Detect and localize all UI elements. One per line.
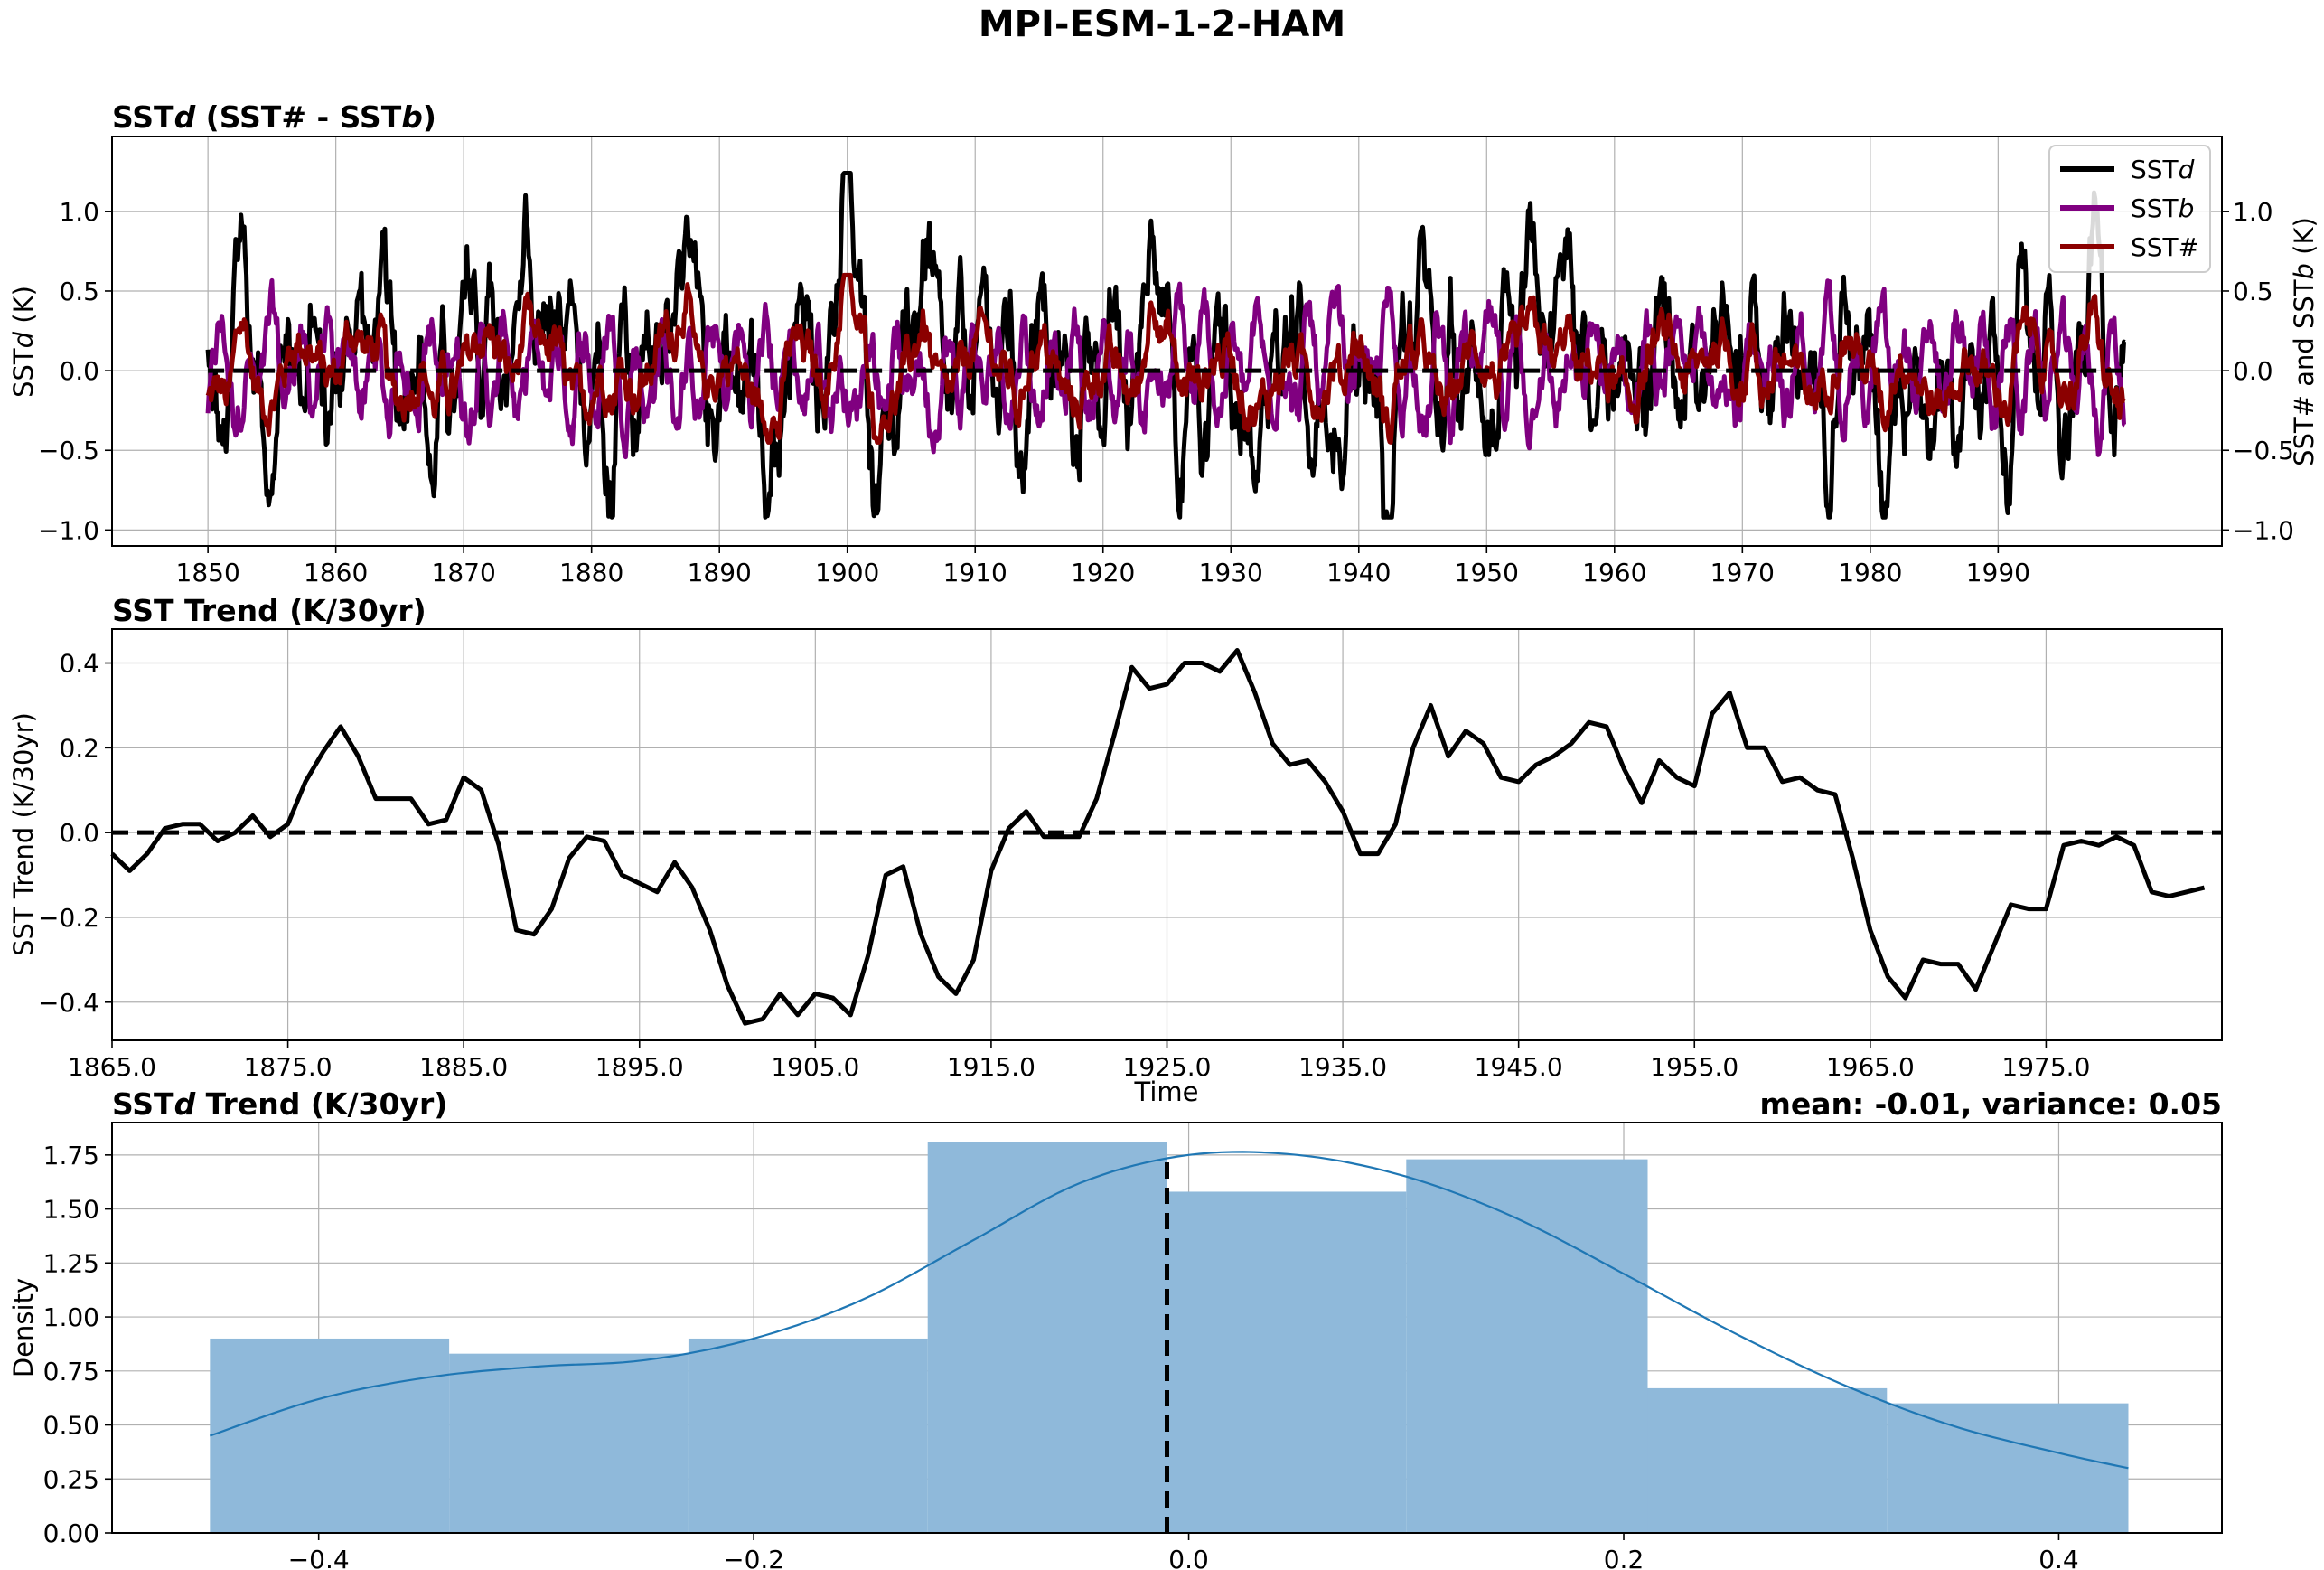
panel3-ytick-label: 1.50 — [43, 1195, 99, 1225]
panel2-ytick-label: −0.2 — [38, 903, 99, 933]
panel3-y-axis: 0.00 0.25 0.50 0.75 1.00 1.25 1.50 1.75 — [43, 1141, 112, 1548]
histogram-bar — [1167, 1191, 1407, 1533]
panel2-y-axis: −0.4 −0.2 0.0 0.2 0.4 — [38, 649, 112, 1018]
panel3-xtick-label: 0.4 — [2038, 1545, 2079, 1570]
panel3-xtick-label: 0.2 — [1604, 1545, 1645, 1570]
panel-sst-trend: SST Trend (K/30yr) 1865.0 1875.0 1885.0 189… — [8, 593, 2223, 1107]
histogram-bar — [210, 1338, 450, 1533]
panel3-title: SSTd Trend (K/30yr) — [112, 1086, 447, 1122]
panel1-xtick-label: 1950 — [1455, 558, 1519, 588]
panel1-x-axis: 1850 1860 1870 1880 1890 1900 1910 1920 1930 1940… — [176, 546, 2030, 588]
series-line-sst-hash — [205, 272, 2126, 445]
panel1-ytick-right-label: −0.5 — [2233, 436, 2294, 465]
panel3-xtick-label: −0.4 — [288, 1545, 350, 1570]
panel1-y-axis: −1.0 −0.5 0.0 0.5 1.0 — [38, 197, 112, 545]
panel3-xtick-label: 0.0 — [1168, 1545, 1209, 1570]
panel1-xtick-label: 1970 — [1710, 558, 1775, 588]
kde-curve — [209, 1151, 2129, 1470]
panel3-plot-area — [209, 1142, 2129, 1533]
panel1-ylabel-right: SST# and SSTb (K) — [2289, 217, 2319, 466]
series-line-sst-trend — [110, 648, 2206, 1026]
panel1-ytick-label: 0.5 — [59, 277, 99, 306]
panel2-xtick-label: 1905.0 — [771, 1052, 859, 1082]
panel2-xtick-label: 1885.0 — [419, 1052, 508, 1082]
panel1-ylabel: SSTd (K) — [8, 286, 39, 398]
panel3-ytick-label: 0.50 — [43, 1411, 99, 1441]
histogram-bar — [1887, 1403, 2129, 1533]
histogram-bar — [449, 1353, 689, 1533]
panel3-ytick-label: 1.75 — [43, 1141, 99, 1170]
panel1-ytick-right-label: 1.0 — [2233, 197, 2273, 227]
histogram-bar — [1647, 1387, 1888, 1533]
panel3-ytick-label: 1.25 — [43, 1248, 99, 1278]
panel1-xtick-label: 1850 — [176, 558, 240, 588]
panel1-xtick-label: 1930 — [1199, 558, 1263, 588]
panel3-xtick-label: −0.2 — [723, 1545, 784, 1570]
panel2-xtick-label: 1965.0 — [1826, 1052, 1915, 1082]
panel3-x-axis: −0.4 −0.2 0.0 0.2 0.4 — [288, 1533, 2079, 1570]
panel2-xtick-label: 1975.0 — [2001, 1052, 2090, 1082]
panel3-stats: mean: -0.01, variance: 0.05 — [1759, 1086, 2222, 1122]
panel1-xtick-label: 1980 — [1838, 558, 1902, 588]
panel2-ytick-label: 0.2 — [59, 733, 99, 763]
panel1-title: SSTd (SST# - SSTb) — [112, 99, 436, 135]
panel1-xtick-label: 1910 — [943, 558, 1007, 588]
panel2-ytick-label: −0.4 — [38, 988, 99, 1018]
panel1-xtick-label: 1960 — [1582, 558, 1646, 588]
legend-label-sstb: SSTb — [2131, 193, 2194, 223]
panel1-ytick-label: −1.0 — [38, 515, 99, 545]
panel1-xtick-label: 1900 — [815, 558, 879, 588]
panel2-xtick-label: 1915.0 — [947, 1052, 1035, 1082]
panel2-ytick-label: 0.0 — [59, 818, 99, 848]
legend-label-sstd: SSTd — [2131, 155, 2195, 184]
panel2-ylabel: SST Trend (K/30yr) — [8, 712, 39, 956]
panel2-xtick-label: 1955.0 — [1650, 1052, 1738, 1082]
panel1-ytick-label: 1.0 — [59, 197, 99, 227]
histogram-bar — [1406, 1159, 1648, 1533]
panel1-y-axis-right: −1.0 −0.5 0.0 0.5 1.0 — [2222, 197, 2294, 545]
panel2-title: SST Trend (K/30yr) — [112, 593, 426, 628]
panel-sstd-trend-histogram: SSTd Trend (K/30yr) mean: -0.01, varianc… — [8, 1086, 2223, 1570]
panel1-ytick-right-label: 0.0 — [2233, 356, 2273, 386]
legend-box — [2048, 145, 2211, 273]
histogram-bar — [927, 1142, 1167, 1533]
panel1-xtick-label: 1870 — [432, 558, 496, 588]
panel1-ytick-label: −0.5 — [38, 436, 99, 465]
panel3-ylabel: Density — [8, 1278, 39, 1377]
panel2-xtick-label: 1945.0 — [1475, 1052, 1563, 1082]
panel2-x-axis: 1865.0 1875.0 1885.0 1895.0 1905.0 1915.0 1925… — [68, 1040, 2090, 1082]
histogram-bar — [688, 1338, 928, 1533]
panel2-xtick-label: 1895.0 — [595, 1052, 684, 1082]
panel1-plot-area — [205, 171, 2126, 520]
panel1-ytick-right-label: −1.0 — [2233, 515, 2294, 545]
panel1-xtick-label: 1940 — [1326, 558, 1391, 588]
panel1-ytick-label: 0.0 — [59, 356, 99, 386]
panel3-frame — [111, 1122, 2223, 1534]
figure-title: MPI-ESM-1-2-HAM — [978, 4, 1346, 45]
panel2-xtick-label: 1925.0 — [1123, 1052, 1212, 1082]
panel1-legend: SSTd SSTb SST# — [2048, 145, 2211, 273]
panel-sstd-timeseries: SSTd (SST# - SSTb) 1850 1860 1870 1880 1890 1… — [8, 99, 2319, 588]
panel1-xtick-label: 1860 — [304, 558, 368, 588]
panel2-xlabel: Time — [1134, 1076, 1199, 1107]
panel2-ytick-label: 0.4 — [59, 649, 99, 679]
panel2-xtick-label: 1935.0 — [1298, 1052, 1387, 1082]
panel3-ytick-label: 0.00 — [43, 1518, 99, 1548]
panel2-plot-area — [110, 648, 2222, 1026]
panel1-xtick-label: 1890 — [688, 558, 752, 588]
panel1-xtick-label: 1990 — [1966, 558, 2030, 588]
panel1-xtick-label: 1880 — [559, 558, 623, 588]
panel1-frame — [111, 136, 2223, 547]
legend-label-sst-hash: SST# — [2131, 232, 2199, 262]
panel3-ytick-label: 0.25 — [43, 1464, 99, 1494]
panel3-ytick-label: 0.75 — [43, 1357, 99, 1387]
panel1-xtick-label: 1920 — [1071, 558, 1135, 588]
panel2-xtick-label: 1865.0 — [68, 1052, 156, 1082]
panel3-ytick-label: 1.00 — [43, 1302, 99, 1332]
panel2-xtick-label: 1875.0 — [244, 1052, 333, 1082]
panel1-ytick-right-label: 0.5 — [2233, 277, 2273, 306]
